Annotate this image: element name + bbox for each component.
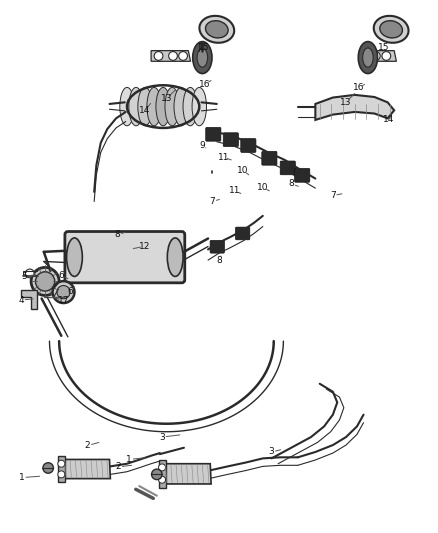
- Circle shape: [35, 272, 55, 291]
- Circle shape: [179, 52, 187, 60]
- Circle shape: [159, 464, 166, 471]
- Text: 15: 15: [198, 44, 209, 52]
- Text: 1: 1: [19, 473, 25, 482]
- FancyBboxPatch shape: [262, 151, 277, 165]
- Circle shape: [25, 269, 34, 278]
- Circle shape: [152, 469, 162, 480]
- Ellipse shape: [192, 87, 207, 126]
- Text: 10: 10: [257, 183, 268, 192]
- Circle shape: [362, 52, 371, 60]
- Ellipse shape: [183, 87, 198, 126]
- Ellipse shape: [197, 48, 208, 67]
- Text: 15: 15: [378, 44, 389, 52]
- Text: 11: 11: [229, 187, 240, 195]
- Ellipse shape: [167, 238, 183, 277]
- Text: 7: 7: [330, 191, 336, 200]
- FancyBboxPatch shape: [210, 240, 224, 253]
- Ellipse shape: [67, 238, 82, 277]
- Ellipse shape: [199, 16, 234, 43]
- Text: 1: 1: [126, 455, 132, 464]
- Text: 6: 6: [58, 271, 64, 279]
- FancyBboxPatch shape: [280, 161, 295, 175]
- Ellipse shape: [165, 87, 180, 126]
- Text: 8: 8: [288, 180, 294, 188]
- Text: 14: 14: [383, 116, 395, 124]
- Ellipse shape: [193, 42, 212, 74]
- Text: 6: 6: [67, 287, 73, 295]
- Text: 4: 4: [18, 296, 24, 304]
- Circle shape: [43, 463, 53, 473]
- FancyBboxPatch shape: [223, 133, 238, 147]
- Text: 2: 2: [85, 441, 90, 450]
- Ellipse shape: [205, 21, 228, 38]
- Ellipse shape: [380, 21, 403, 38]
- Circle shape: [58, 471, 65, 478]
- Polygon shape: [21, 290, 37, 309]
- Circle shape: [169, 52, 177, 60]
- Ellipse shape: [374, 16, 409, 43]
- Ellipse shape: [138, 87, 152, 126]
- Text: 12: 12: [139, 242, 150, 251]
- FancyBboxPatch shape: [65, 231, 185, 283]
- Text: 3: 3: [159, 433, 165, 441]
- Circle shape: [57, 286, 70, 298]
- Text: 16: 16: [199, 80, 211, 88]
- Text: 14: 14: [139, 107, 150, 115]
- Circle shape: [31, 268, 59, 295]
- Circle shape: [371, 52, 380, 60]
- FancyBboxPatch shape: [206, 127, 221, 141]
- Text: 17: 17: [58, 296, 69, 304]
- Text: 7: 7: [209, 197, 215, 206]
- Ellipse shape: [129, 87, 143, 126]
- Circle shape: [159, 476, 166, 483]
- Circle shape: [58, 460, 65, 467]
- FancyBboxPatch shape: [236, 227, 250, 240]
- Ellipse shape: [174, 87, 188, 126]
- Circle shape: [382, 52, 391, 60]
- Ellipse shape: [147, 87, 161, 126]
- Text: 16: 16: [353, 84, 365, 92]
- Text: 8: 8: [114, 230, 120, 239]
- FancyBboxPatch shape: [295, 168, 310, 182]
- Polygon shape: [162, 464, 211, 484]
- Polygon shape: [159, 460, 166, 488]
- Polygon shape: [58, 456, 65, 482]
- Ellipse shape: [156, 87, 170, 126]
- Text: 9: 9: [199, 141, 205, 150]
- Ellipse shape: [120, 87, 134, 126]
- FancyBboxPatch shape: [241, 139, 256, 152]
- Polygon shape: [151, 51, 191, 61]
- Text: 5: 5: [21, 272, 27, 280]
- Text: 2: 2: [116, 463, 121, 471]
- Text: 10: 10: [237, 166, 249, 175]
- Text: 11: 11: [218, 153, 229, 161]
- Polygon shape: [359, 51, 396, 61]
- Ellipse shape: [363, 48, 373, 67]
- Circle shape: [53, 281, 74, 303]
- Text: 8: 8: [216, 256, 222, 264]
- Text: 13: 13: [161, 94, 172, 103]
- Text: 3: 3: [268, 448, 275, 456]
- Polygon shape: [315, 95, 394, 120]
- Polygon shape: [61, 459, 110, 479]
- Circle shape: [154, 52, 163, 60]
- Text: 13: 13: [340, 98, 352, 107]
- Ellipse shape: [358, 42, 378, 74]
